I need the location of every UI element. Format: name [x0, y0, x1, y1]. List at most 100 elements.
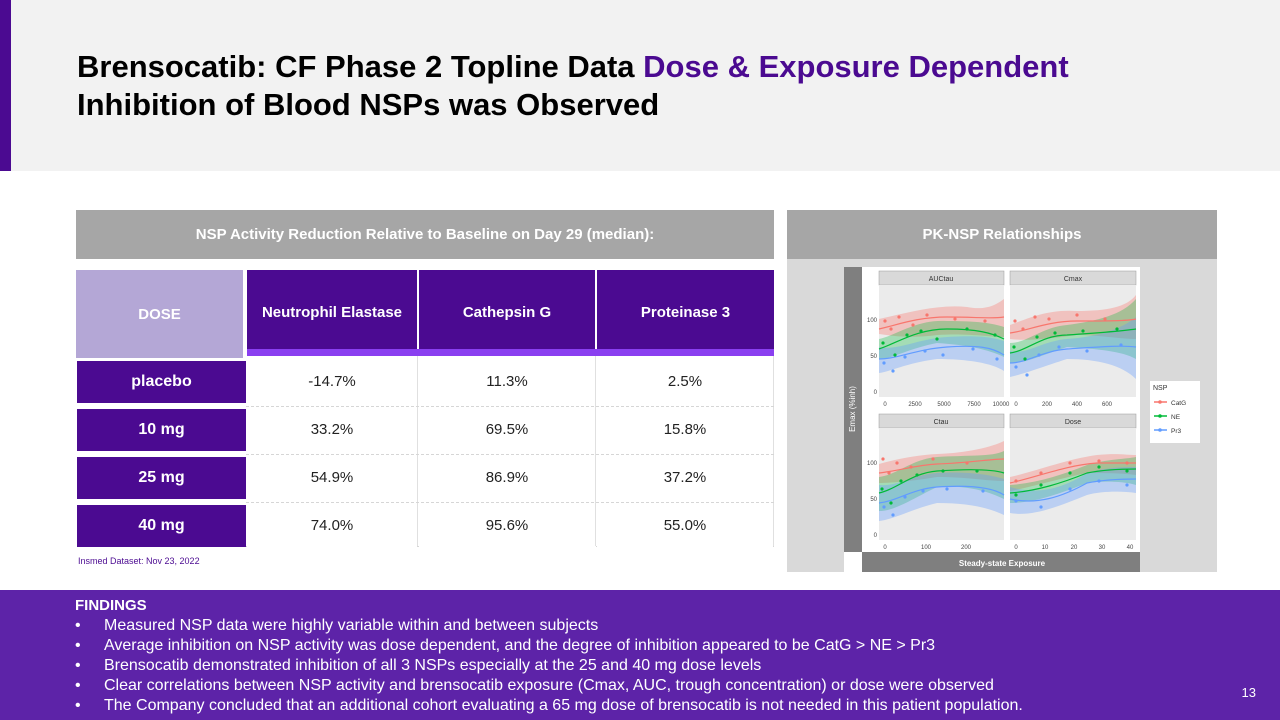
pr3-line — [878, 345, 1005, 360]
catg-line — [878, 458, 1005, 474]
x-tick: 10000 — [993, 402, 1010, 408]
catg-line — [878, 316, 1005, 330]
pr3-points — [1014, 343, 1123, 377]
catg-points — [883, 313, 987, 331]
pr3-points — [882, 347, 999, 373]
cell-10mg-ne: 33.2% — [247, 407, 417, 451]
x-tick: 2500 — [908, 402, 922, 408]
ne-points — [1014, 465, 1129, 497]
pr3-line — [1009, 478, 1137, 502]
cell-25mg-pr3: 37.2% — [597, 455, 773, 499]
x-tick: 30 — [1099, 545, 1106, 551]
x-tick: 7500 — [967, 402, 981, 408]
column-divider — [595, 356, 596, 546]
catg-ribbon — [879, 299, 1004, 337]
ne-line — [878, 328, 1005, 350]
pk-plot: Emax (%inh) Steady-state Exposure AUCtau… — [844, 267, 1200, 572]
ne-line — [878, 469, 1005, 494]
page-title: Brensocatib: CF Phase 2 Topline Data Dos… — [77, 49, 1069, 122]
pk-caption: PK-NSP Relationships — [787, 210, 1217, 259]
list-item: • Clear correlations between NSP activity… — [75, 677, 994, 694]
row-label-25mg: 25 mg — [77, 457, 246, 499]
list-item: • Average inhibition on NSP activity was … — [75, 637, 936, 654]
header-accent-bar — [0, 0, 11, 171]
legend-label-ne: NE — [1171, 414, 1181, 421]
cell-25mg-catg: 86.9% — [419, 455, 595, 499]
y-tick: 0 — [874, 533, 878, 539]
nsp-reduction-table: DOSE Neutrophil Elastase Cathepsin G Pro… — [76, 270, 774, 547]
y-tick: 0 — [874, 390, 878, 396]
column-header-pr3: Proteinase 3 — [597, 270, 774, 356]
x-tick: 200 — [961, 545, 972, 551]
x-axis-band — [862, 552, 1140, 572]
x-tick: 200 — [1042, 402, 1053, 408]
catg-ribbon — [1010, 295, 1136, 340]
x-tick: 40 — [1127, 545, 1134, 551]
catg-points — [881, 457, 969, 475]
legend: NSP CatG NE Pr3 — [1150, 381, 1200, 443]
catg-ribbon — [879, 441, 1004, 483]
pk-figure: Emax (%inh) Steady-state Exposure AUCtau… — [787, 259, 1217, 572]
facet-cmax: Cmax 0 200 400 600 — [1009, 270, 1137, 408]
x-tick: 0 — [883, 545, 887, 551]
ne-points — [1012, 327, 1119, 361]
source-note: Insmed Dataset: Nov 23, 2022 — [78, 556, 200, 566]
cell-placebo-catg: 11.3% — [419, 359, 595, 403]
ne-line — [1009, 328, 1137, 354]
x-tick: 10 — [1042, 545, 1049, 551]
page-number: 13 — [1241, 685, 1256, 700]
findings-title: FINDINGS — [75, 597, 147, 614]
column-header-dose: DOSE — [76, 270, 243, 358]
cell-40mg-catg: 95.6% — [419, 503, 595, 547]
pr3-points — [882, 487, 985, 517]
ne-ribbon — [1010, 457, 1136, 503]
legend-label-pr3: Pr3 — [1171, 428, 1182, 435]
list-item: • Brensocatib demonstrated inhibition of … — [75, 657, 762, 674]
column-header-catg: Cathepsin G — [419, 270, 595, 356]
row-divider — [246, 406, 774, 407]
list-item: • The Company concluded that an additiona… — [75, 697, 1023, 714]
facet-dose: Dose 0 10 20 30 40 — [1009, 413, 1137, 551]
column-divider — [417, 356, 418, 546]
cell-40mg-ne: 74.0% — [247, 503, 417, 547]
ne-points — [880, 469, 979, 505]
legend-title: NSP — [1153, 385, 1168, 392]
cell-40mg-pr3: 55.0% — [597, 503, 773, 547]
legend-box — [1150, 381, 1200, 443]
facet-auctau: AUCtau 100 50 0 0 2500 5000 7500 10000 — [867, 270, 1010, 408]
facet-strip-label: Ctau — [934, 419, 949, 426]
catg-points — [1013, 313, 1107, 331]
row-label-40mg: 40 mg — [77, 505, 246, 547]
x-tick: 400 — [1072, 402, 1083, 408]
pr3-points — [1014, 479, 1129, 509]
y-tick: 50 — [870, 354, 877, 360]
column-divider — [773, 356, 774, 546]
facet-strip-label: Dose — [1065, 419, 1081, 426]
row-divider — [246, 454, 774, 455]
cell-placebo-ne: -14.7% — [247, 359, 417, 403]
x-tick: 5000 — [937, 402, 951, 408]
table-caption: NSP Activity Reduction Relative to Basel… — [76, 210, 774, 259]
column-header-ne: Neutrophil Elastase — [247, 270, 417, 356]
findings-list: • Measured NSP data were highly variable … — [75, 616, 1023, 716]
ne-line — [1009, 468, 1137, 494]
x-tick: 600 — [1102, 402, 1113, 408]
list-item: • Measured NSP data were highly variable … — [75, 617, 599, 634]
x-tick: 0 — [883, 402, 887, 408]
row-label-placebo: placebo — [77, 361, 246, 403]
row-divider — [246, 502, 774, 503]
y-tick: 100 — [867, 461, 878, 467]
facet-panel — [1010, 428, 1136, 540]
facet-ctau: Ctau 100 50 0 0 100 200 — [867, 413, 1005, 551]
title-highlight: Dose & Exposure Dependent — [643, 49, 1069, 84]
facet-panel — [1010, 285, 1136, 397]
y-axis-band — [844, 267, 862, 552]
header-underline — [247, 349, 774, 356]
y-tick: 50 — [870, 497, 877, 503]
cell-10mg-catg: 69.5% — [419, 407, 595, 451]
catg-line — [1009, 318, 1137, 334]
x-tick: 20 — [1071, 545, 1078, 551]
header-band: Brensocatib: CF Phase 2 Topline Data Dos… — [0, 0, 1280, 171]
y-axis-label: Emax (%inh) — [848, 386, 857, 432]
findings-section: FINDINGS • Measured NSP data were highly … — [0, 590, 1280, 720]
